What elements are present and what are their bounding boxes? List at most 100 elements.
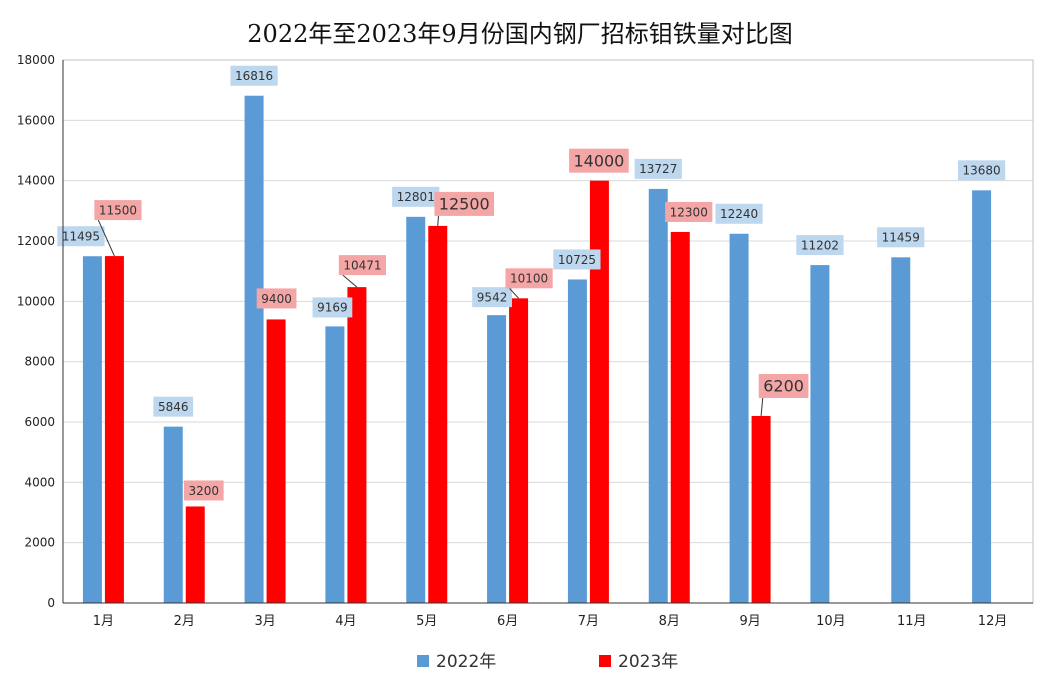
data-label-box [957, 160, 1006, 181]
x-tick-label: 6月 [497, 614, 518, 629]
bar [185, 506, 205, 603]
data-label: 10725 [558, 253, 596, 267]
data-label: 10100 [510, 272, 548, 286]
bar [891, 257, 911, 603]
data-label: 12240 [720, 207, 758, 221]
y-tick-label: 4000 [24, 475, 55, 489]
data-label: 10471 [343, 258, 381, 272]
bar [751, 415, 771, 603]
leader-line [509, 287, 519, 299]
y-tick-label: 12000 [17, 234, 55, 248]
data-label: 11459 [882, 231, 920, 245]
data-label-box [230, 65, 278, 86]
bar [406, 216, 426, 604]
data-label: 9400 [261, 292, 292, 306]
data-label: 16816 [235, 69, 273, 83]
bar [810, 265, 830, 603]
data-label: 11495 [62, 230, 100, 244]
bar [82, 256, 102, 603]
legend-swatch [599, 655, 611, 667]
bar [104, 256, 124, 603]
leader-line [97, 219, 115, 257]
leader-line [437, 215, 439, 226]
x-tick-label: 1月 [93, 614, 114, 629]
legend-label: 2023年 [618, 652, 678, 672]
bar [567, 279, 587, 603]
x-tick-label: 2月 [174, 614, 195, 629]
bar [244, 95, 264, 603]
bar [163, 426, 183, 603]
x-tick-label: 9月 [739, 614, 760, 629]
data-label-box [472, 287, 512, 308]
x-tick-label: 3月 [254, 614, 275, 629]
leader-line [760, 397, 764, 417]
x-tick-label: 7月 [578, 614, 599, 629]
bar [347, 287, 367, 603]
bar [648, 188, 668, 603]
data-label: 11500 [99, 203, 137, 217]
x-tick-label: 12月 [978, 614, 1008, 629]
y-tick-label: 18000 [17, 53, 55, 67]
data-label: 3200 [188, 484, 219, 498]
data-label: 12500 [439, 195, 490, 214]
bars [82, 95, 992, 604]
bar [509, 298, 529, 603]
x-tick-label: 5月 [416, 614, 437, 629]
x-tick-label: 8月 [659, 614, 680, 629]
legend-swatch [417, 655, 429, 667]
bar [729, 233, 749, 603]
data-label: 14000 [573, 151, 624, 170]
x-tick-label: 11月 [897, 614, 927, 629]
data-labels: 11495 5846 16816 9169 12801 9542 10725 13727 122… [57, 65, 1006, 501]
data-label-box [94, 200, 142, 221]
x-tick-label: 10月 [816, 614, 846, 629]
leader-line [342, 274, 358, 288]
x-tick-label: 4月 [335, 614, 356, 629]
data-label-box [877, 227, 925, 248]
y-tick-label: 14000 [17, 174, 55, 188]
data-label: 12300 [670, 205, 708, 219]
y-tick-label: 6000 [24, 415, 55, 429]
data-label: 9542 [477, 290, 508, 304]
bar [428, 225, 448, 603]
y-tick-label: 10000 [17, 294, 55, 308]
data-label: 5846 [158, 400, 189, 414]
bar [670, 231, 690, 603]
y-tick-label: 8000 [24, 355, 55, 369]
chart-title: 2022年至2023年9月份国内钢厂招标钼铁量对比图 [247, 20, 792, 48]
data-label-box [312, 297, 353, 318]
data-label-box [57, 226, 105, 247]
data-label: 12801 [397, 190, 435, 204]
data-label-box [665, 201, 713, 222]
y-tick-label: 0 [47, 596, 55, 610]
data-label-box [796, 235, 844, 256]
data-label-box [505, 268, 553, 289]
data-label-box [434, 191, 495, 216]
bar [325, 326, 345, 603]
data-label: 6200 [763, 377, 804, 396]
data-label-box [634, 158, 682, 179]
data-label-box [153, 396, 194, 417]
data-label-box [758, 373, 809, 398]
data-label: 9169 [317, 301, 348, 315]
y-tick-label: 2000 [24, 536, 55, 550]
axes: 0 2000 4000 6000 8000 10000 12000 14000 16000 180… [17, 53, 1034, 629]
data-label: 13727 [639, 162, 677, 176]
data-label: 11202 [801, 238, 839, 252]
data-label-box [183, 480, 224, 501]
data-label-box [553, 249, 601, 270]
bar [589, 180, 609, 603]
bar [266, 319, 286, 603]
data-label: 13680 [962, 164, 1000, 178]
data-label-box [256, 288, 297, 309]
y-tick-label: 16000 [17, 113, 55, 127]
legend-label: 2022年 [436, 652, 496, 672]
bar [487, 315, 507, 603]
bar [972, 190, 992, 603]
data-label-box [338, 255, 387, 276]
data-label-box [392, 186, 440, 207]
data-label-box [715, 203, 763, 224]
legend: 2022年 2023年 [417, 652, 678, 672]
data-label-box [569, 148, 629, 173]
